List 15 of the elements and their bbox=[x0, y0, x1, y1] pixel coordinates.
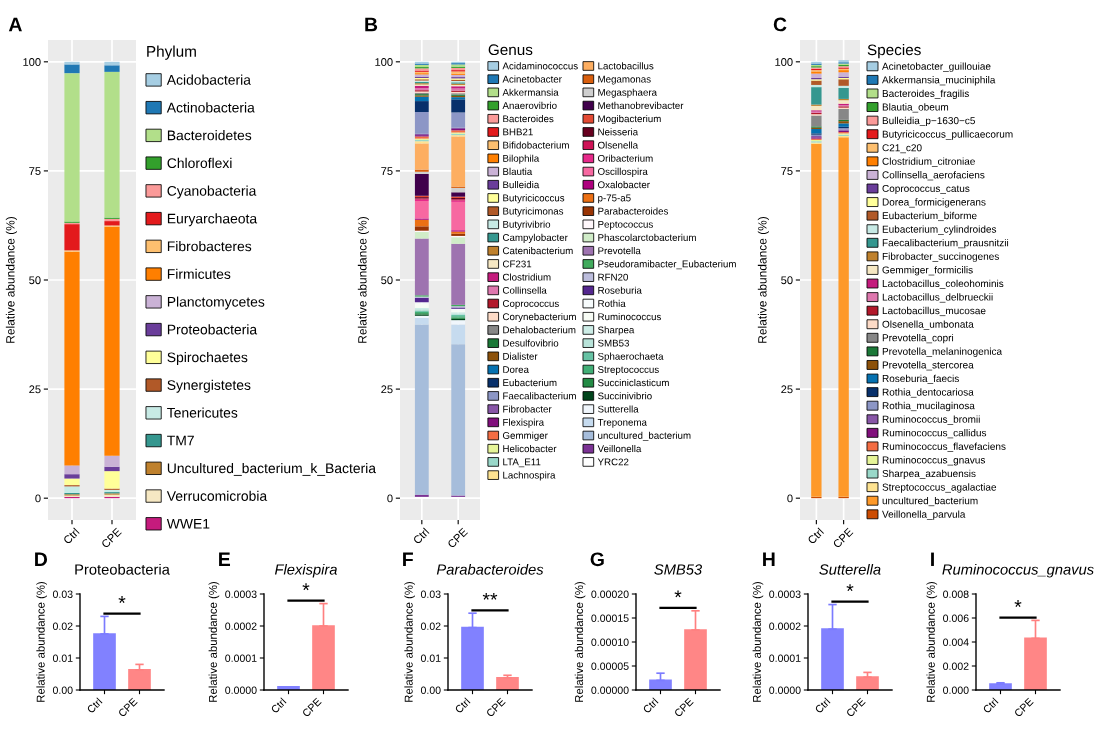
text: G bbox=[590, 552, 604, 567]
annotation: * bbox=[118, 596, 126, 603]
annotation: * bbox=[1014, 600, 1022, 607]
annotation: ** bbox=[482, 592, 498, 600]
text: F bbox=[403, 552, 413, 566]
text: * bbox=[846, 584, 854, 592]
text: B bbox=[365, 17, 378, 32]
annotation: * bbox=[674, 590, 682, 598]
text: E bbox=[219, 552, 231, 566]
text: C bbox=[773, 17, 787, 32]
text: H bbox=[763, 552, 775, 566]
text: D bbox=[35, 552, 48, 566]
text: I bbox=[931, 552, 934, 566]
text: * bbox=[302, 583, 310, 591]
text: A bbox=[8, 17, 22, 32]
